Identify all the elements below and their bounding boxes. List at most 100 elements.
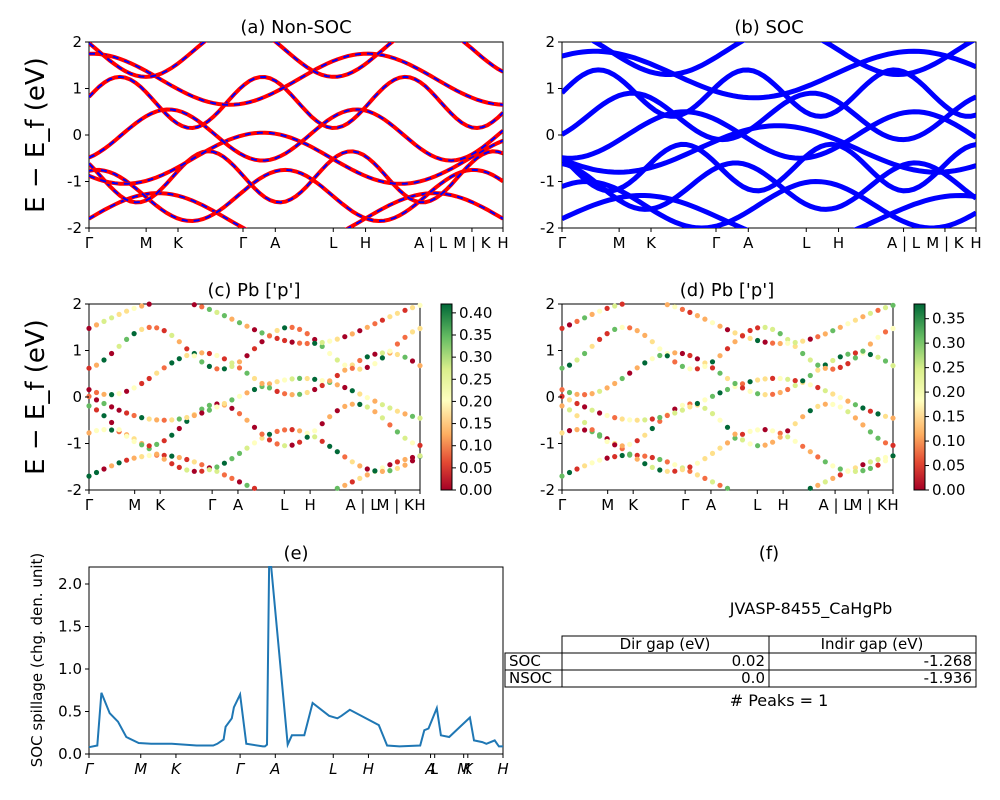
x-tick-label: M | K bbox=[376, 496, 415, 514]
scatter-point bbox=[169, 461, 175, 467]
scatter-point bbox=[574, 413, 580, 419]
y-tick-label: 0 bbox=[72, 388, 82, 406]
scatter-point bbox=[297, 428, 303, 434]
scatter-point bbox=[657, 418, 663, 424]
scatter-point bbox=[282, 337, 288, 344]
scatter-point bbox=[890, 442, 896, 448]
scatter-point bbox=[687, 404, 693, 410]
scatter-point bbox=[597, 388, 603, 394]
scatter-point bbox=[274, 327, 280, 334]
x-tick-label: Γ bbox=[681, 496, 690, 514]
scatter-point bbox=[792, 438, 798, 444]
scatter-point bbox=[394, 351, 400, 358]
scatter-point bbox=[131, 455, 137, 461]
scatter-point bbox=[604, 385, 610, 391]
x-tick-label: A bbox=[424, 760, 435, 778]
scatter-point bbox=[755, 325, 761, 331]
scatter-point bbox=[822, 388, 828, 394]
scatter-point bbox=[342, 403, 348, 409]
scatter-point bbox=[191, 302, 197, 308]
scatter-point bbox=[312, 428, 318, 434]
scatter-point bbox=[169, 453, 175, 459]
scatter-point bbox=[867, 465, 874, 471]
scatter-point bbox=[154, 370, 160, 376]
scatter-point bbox=[289, 427, 295, 433]
scatter-point bbox=[882, 358, 889, 364]
scatter-point bbox=[566, 407, 573, 413]
scatter-point bbox=[146, 375, 152, 382]
scatter-point bbox=[297, 439, 303, 445]
scatter-point bbox=[845, 361, 851, 367]
x-tick-label: A | L bbox=[345, 496, 379, 514]
scatter-point bbox=[116, 311, 122, 317]
scatter-point bbox=[574, 318, 580, 324]
scatter-point bbox=[161, 328, 167, 334]
scatter-point bbox=[830, 475, 836, 481]
band-group bbox=[89, 42, 503, 228]
colorbar-c bbox=[440, 303, 453, 491]
scatter-point bbox=[176, 416, 182, 422]
scatter-point bbox=[822, 331, 828, 337]
scatter-point bbox=[304, 389, 310, 396]
scatter-point bbox=[342, 454, 348, 460]
scatter-point bbox=[717, 482, 723, 488]
scatter-point bbox=[830, 366, 836, 372]
scatter-point bbox=[402, 307, 408, 313]
x-tick-label: L bbox=[329, 760, 337, 778]
scatter-point bbox=[589, 460, 595, 466]
scatter-point bbox=[131, 305, 137, 311]
scatter-point bbox=[206, 363, 212, 369]
scatter-point bbox=[582, 404, 588, 410]
scatter-point bbox=[612, 326, 618, 332]
scatter-point bbox=[199, 410, 205, 416]
colorbar-ticks: 0.00 0.05 0.10 0.15 0.20 0.25 0.30 0.35 0.40 0.00… bbox=[452, 304, 965, 499]
scatter-point bbox=[634, 417, 640, 423]
scatter-point bbox=[687, 366, 693, 372]
scatter-point bbox=[574, 466, 580, 472]
scatter-point bbox=[282, 427, 288, 433]
scatter-point bbox=[830, 401, 836, 407]
panel-c-plot bbox=[86, 301, 423, 491]
scatter-point bbox=[867, 351, 874, 358]
y-tick-label: 0 bbox=[545, 388, 555, 406]
scatter-point bbox=[394, 341, 400, 347]
scatter-point bbox=[739, 381, 746, 387]
y-tick-label: -2 bbox=[540, 219, 555, 237]
scatter-point bbox=[672, 462, 678, 468]
scatter-point bbox=[221, 400, 227, 407]
colorbar-tick-label: 0.15 bbox=[932, 408, 965, 426]
x-tick-label: L bbox=[280, 496, 289, 514]
table-cell: -1.268 bbox=[924, 652, 972, 670]
scatter-point bbox=[882, 458, 889, 464]
x-tick-label: A | L bbox=[887, 234, 921, 252]
scatter-point bbox=[109, 404, 115, 410]
scatter-point bbox=[109, 350, 115, 357]
scatter-point bbox=[694, 472, 701, 478]
x-tick-label: K bbox=[171, 760, 182, 778]
scatter-point bbox=[597, 336, 603, 342]
scatter-point bbox=[93, 362, 100, 368]
scatter-point bbox=[394, 310, 400, 316]
scatter-point bbox=[785, 376, 791, 382]
scatter-point bbox=[852, 317, 859, 323]
scatter-point bbox=[642, 453, 648, 459]
scatter-point bbox=[342, 384, 348, 391]
table-header-dir: Dir gap (eV) bbox=[620, 635, 711, 653]
scatter-point bbox=[792, 339, 798, 346]
scatter-point bbox=[559, 365, 565, 371]
x-tick-label: Γ bbox=[208, 496, 217, 514]
scatter-point bbox=[732, 339, 738, 345]
scatter-point bbox=[184, 352, 190, 359]
table-figure-id: JVASP-8455_CaHgPb bbox=[729, 599, 893, 619]
scatter-point bbox=[229, 405, 235, 411]
scatter-point bbox=[124, 410, 130, 416]
scatter-point bbox=[417, 453, 423, 459]
x-tick-label: M bbox=[457, 760, 470, 778]
scatter-point bbox=[387, 348, 393, 354]
scatter-point bbox=[312, 434, 318, 440]
colorbar-tick-label: 0.00 bbox=[932, 481, 965, 499]
scatter-point bbox=[124, 433, 130, 439]
scatter-point bbox=[687, 309, 693, 315]
y-tick-label: 1 bbox=[545, 80, 555, 98]
scatter-point bbox=[93, 397, 100, 403]
